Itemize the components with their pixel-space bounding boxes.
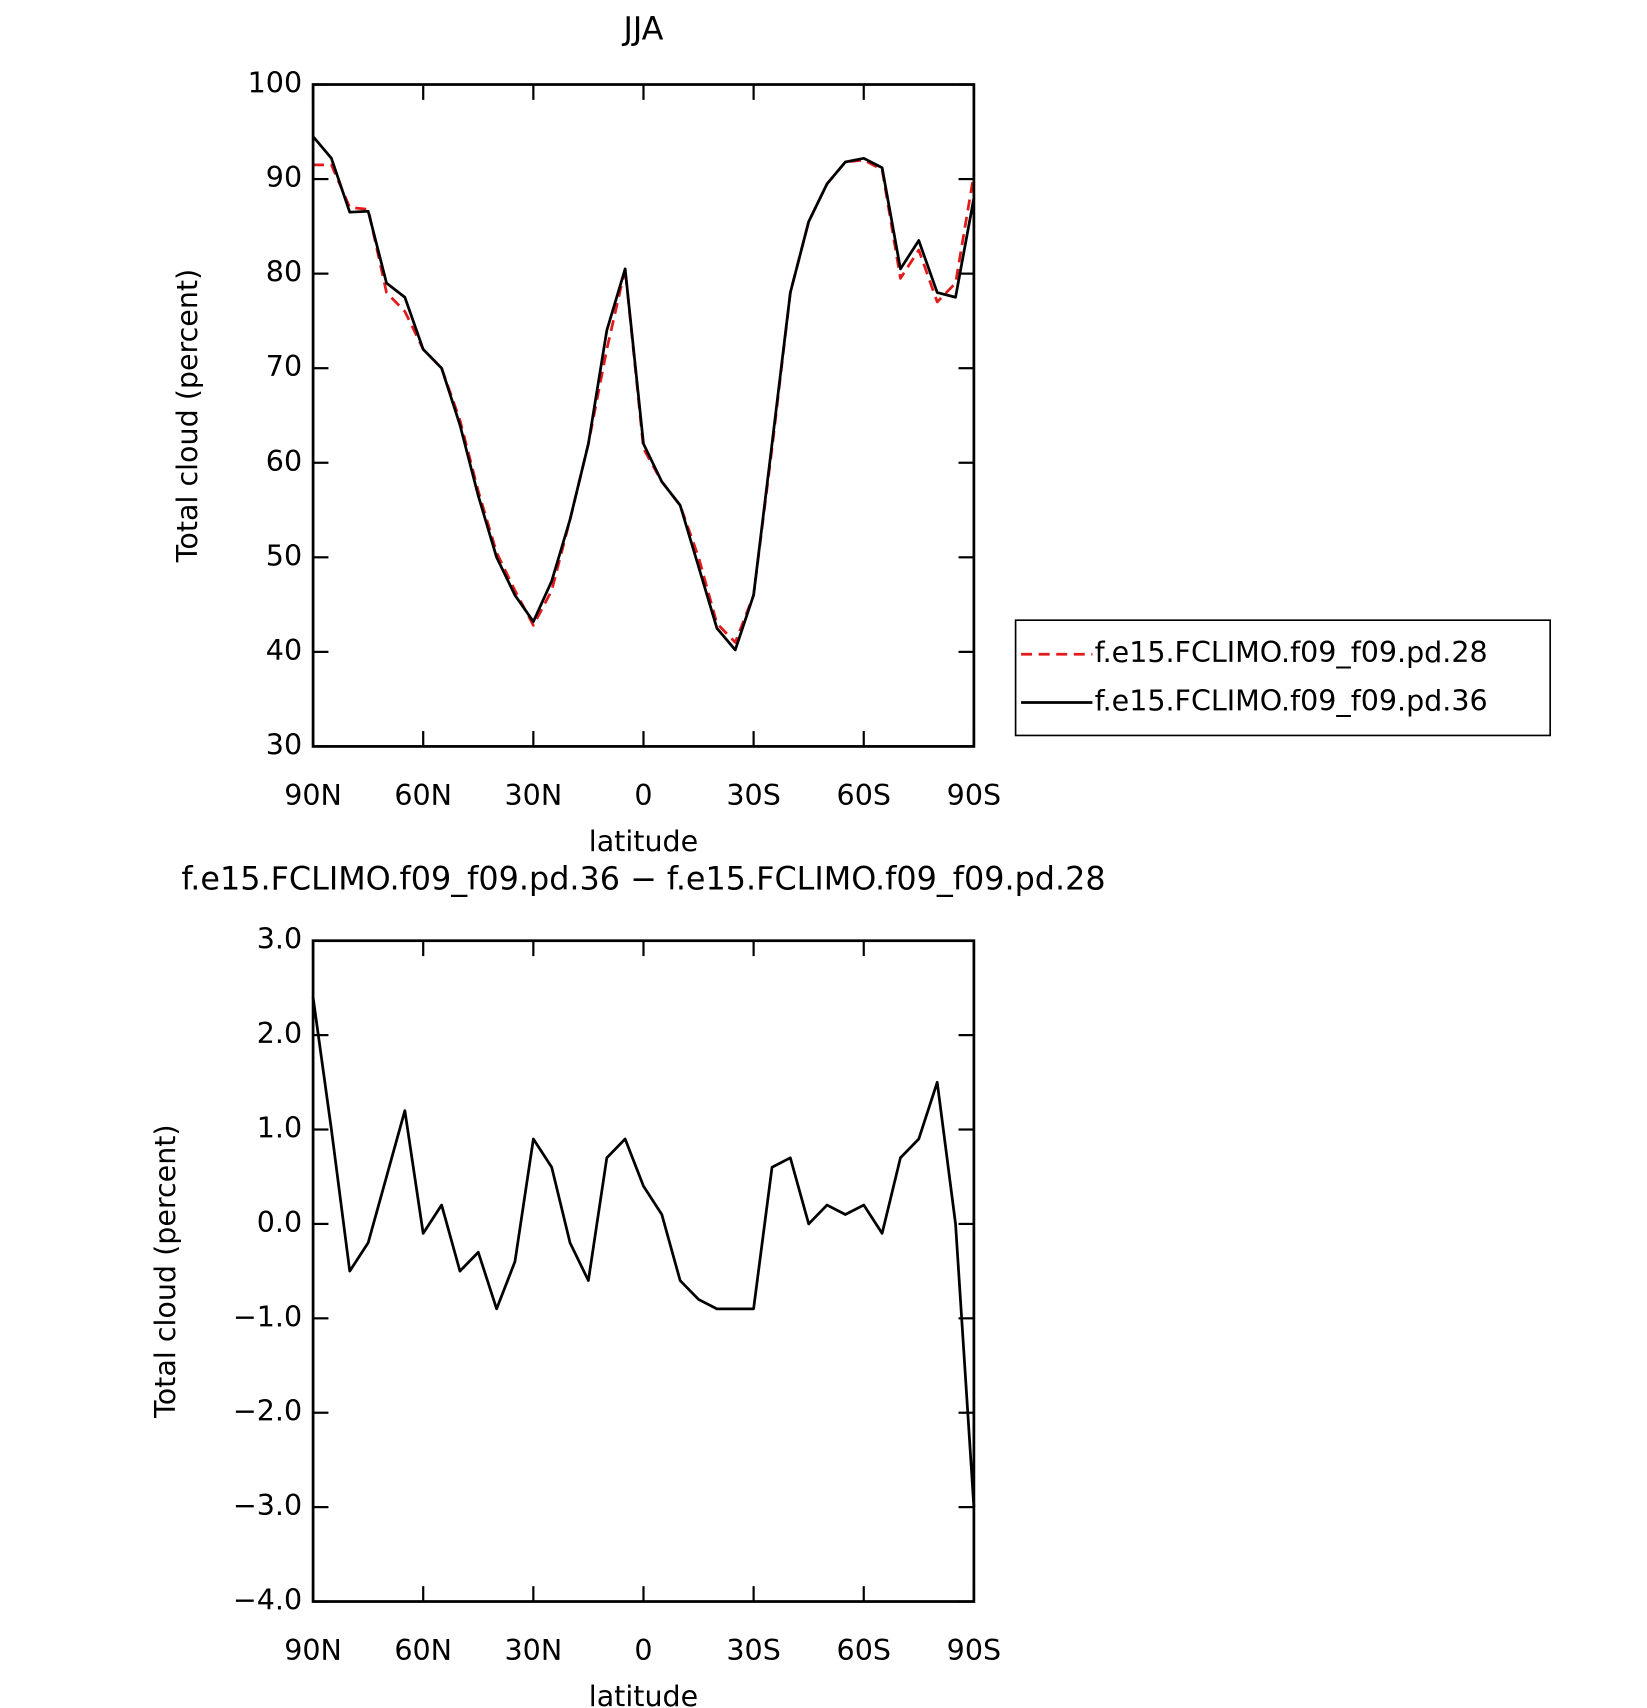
y-tick-label: −3.0 [233,1489,302,1522]
series-line [313,158,976,644]
y-tick-label: 1.0 [257,1112,302,1145]
series-line [311,997,976,1508]
y-tick-label: 60 [266,445,302,478]
x-tick-label: 90N [284,779,342,812]
plot-frame [311,83,976,748]
x-tick-label: 60S [837,1634,891,1667]
y-tick-label: 50 [266,539,302,572]
legend-box [1014,619,1551,737]
y-tick-label: 2.0 [257,1017,302,1050]
x-tick-label: 90S [947,1634,1001,1667]
y-tick-label: 40 [266,634,302,667]
x-tick-label: 30S [726,1634,780,1667]
chart-title: f.e15.FCLIMO.f09_f09.pd.36 − f.e15.FCLIM… [181,859,1105,897]
x-axis-label: latitude [589,825,698,858]
x-tick-label: 90S [947,779,1001,812]
chart-title: JJA [621,10,663,48]
legend-label: f.e15.FCLIMO.f09_f09.pd.36 [1095,685,1488,718]
x-tick-label: 60N [394,1634,452,1667]
x-tick-label: 0 [634,1634,652,1667]
y-tick-label: 100 [248,67,302,100]
x-axis-label: latitude [589,1680,698,1708]
plot-frame [311,939,976,1603]
y-tick-label: −4.0 [233,1584,302,1617]
x-tick-label: 30N [505,1634,563,1667]
x-tick-label: 0 [634,779,652,812]
y-axis-label: Total cloud (percent) [149,1124,182,1418]
x-tick-label: 90N [284,1634,342,1667]
y-tick-label: −2.0 [233,1395,302,1428]
y-tick-label: 3.0 [257,923,302,956]
x-tick-label: 60N [394,779,452,812]
x-tick-label: 30N [505,779,563,812]
y-axis-label: Total cloud (percent) [171,269,204,563]
series-line [312,135,976,652]
y-tick-label: −1.0 [233,1300,302,1333]
y-tick-label: 30 [266,728,302,761]
y-tick-label: 80 [266,256,302,289]
y-tick-label: 0.0 [257,1206,302,1239]
x-tick-label: 30S [726,779,780,812]
y-tick-label: 90 [266,161,302,194]
legend-label: f.e15.FCLIMO.f09_f09.pd.28 [1095,636,1488,669]
y-tick-label: 70 [266,350,302,383]
x-tick-label: 60S [837,779,891,812]
